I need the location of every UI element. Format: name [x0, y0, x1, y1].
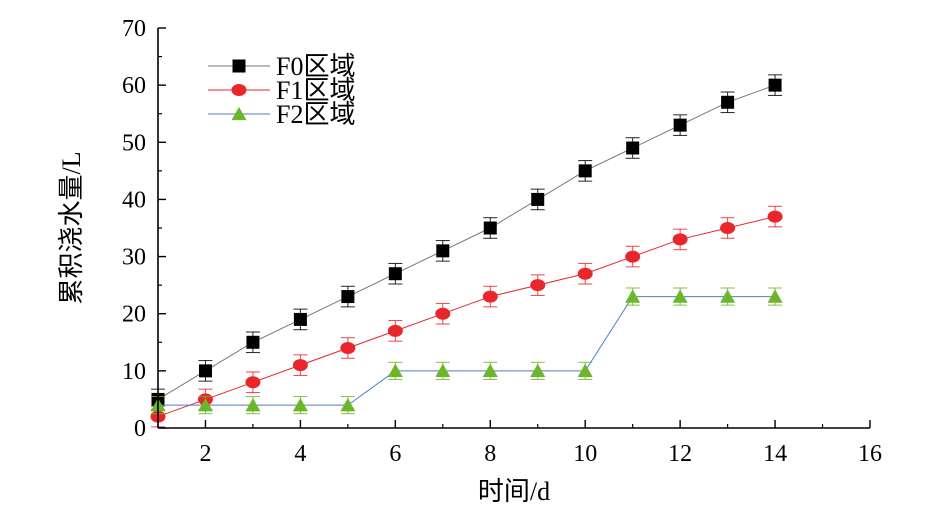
- data-point: [292, 359, 308, 372]
- legend-marker: [232, 59, 246, 73]
- y-tick-label: 50: [122, 130, 146, 156]
- series-3: [150, 287, 783, 415]
- data-point: [293, 312, 307, 326]
- data-point: [388, 267, 402, 281]
- x-tick-label: 12: [668, 441, 692, 467]
- data-point: [530, 363, 546, 378]
- data-point: [672, 289, 688, 303]
- x-tick-label: 16: [858, 441, 882, 467]
- legend-marker: [231, 106, 247, 121]
- legend-marker: [231, 84, 247, 96]
- data-point: [435, 363, 451, 378]
- y-tick-label: 0: [134, 416, 146, 442]
- data-point: [435, 307, 451, 320]
- legend-item-2: F1区域: [208, 76, 355, 105]
- data-point: [720, 222, 736, 234]
- data-point: [626, 141, 640, 155]
- y-tick-label: 20: [122, 302, 146, 328]
- data-point: [577, 363, 593, 378]
- data-point: [767, 210, 783, 223]
- series-1: [151, 74, 783, 411]
- axes-layer: 2 4 6 8 10 12 14 16 0 10 20 30 40 50 60 70: [122, 16, 882, 467]
- data-point: [531, 192, 545, 206]
- legend-label: F0区域: [276, 52, 355, 81]
- series-line: [157, 84, 776, 400]
- y-tick-label: 70: [122, 16, 146, 42]
- data-point: [625, 289, 641, 303]
- x-tick-label: 14: [763, 441, 787, 467]
- x-tick-label: 2: [199, 441, 211, 467]
- data-point: [530, 279, 546, 292]
- series-line: [158, 296, 776, 406]
- series-layer: [150, 74, 783, 428]
- y-tick-label: 40: [122, 187, 146, 213]
- series-line: [157, 216, 776, 418]
- y-axis-title: 累积浇水量/L: [57, 151, 86, 304]
- data-point: [578, 164, 592, 178]
- y-tick-label: 60: [122, 73, 146, 99]
- data-point: [340, 342, 356, 354]
- data-point: [625, 250, 641, 263]
- data-point: [483, 221, 497, 235]
- series-2: [150, 205, 783, 428]
- legend-label: F1区域: [276, 76, 355, 105]
- data-point: [720, 289, 736, 303]
- data-point: [767, 289, 783, 303]
- data-point: [387, 324, 403, 337]
- x-tick-label: 10: [573, 441, 597, 467]
- data-point: [673, 118, 687, 132]
- data-point: [340, 397, 356, 412]
- legend-item-1: F0区域: [208, 52, 355, 81]
- data-point: [482, 290, 498, 303]
- data-point: [246, 335, 260, 349]
- data-point: [245, 376, 261, 389]
- data-point: [721, 95, 735, 109]
- legend-label: F2区域: [276, 100, 355, 129]
- x-axis-title: 时间/d: [478, 477, 550, 506]
- x-tick-label: 6: [389, 441, 401, 467]
- data-point: [387, 363, 403, 378]
- y-tick-label: 10: [122, 359, 146, 385]
- data-point: [245, 397, 261, 412]
- data-point: [482, 363, 498, 378]
- data-point: [341, 290, 355, 304]
- data-point: [577, 267, 593, 280]
- data-point: [768, 78, 782, 92]
- data-point: [436, 244, 450, 258]
- data-point: [672, 233, 688, 246]
- y-tick-label: 30: [122, 245, 146, 271]
- legend-item-3: F2区域: [208, 100, 355, 129]
- data-point: [197, 397, 213, 412]
- data-point: [198, 364, 212, 378]
- x-tick-label: 4: [294, 441, 306, 467]
- data-point: [292, 397, 308, 412]
- x-tick-label: 8: [484, 441, 496, 467]
